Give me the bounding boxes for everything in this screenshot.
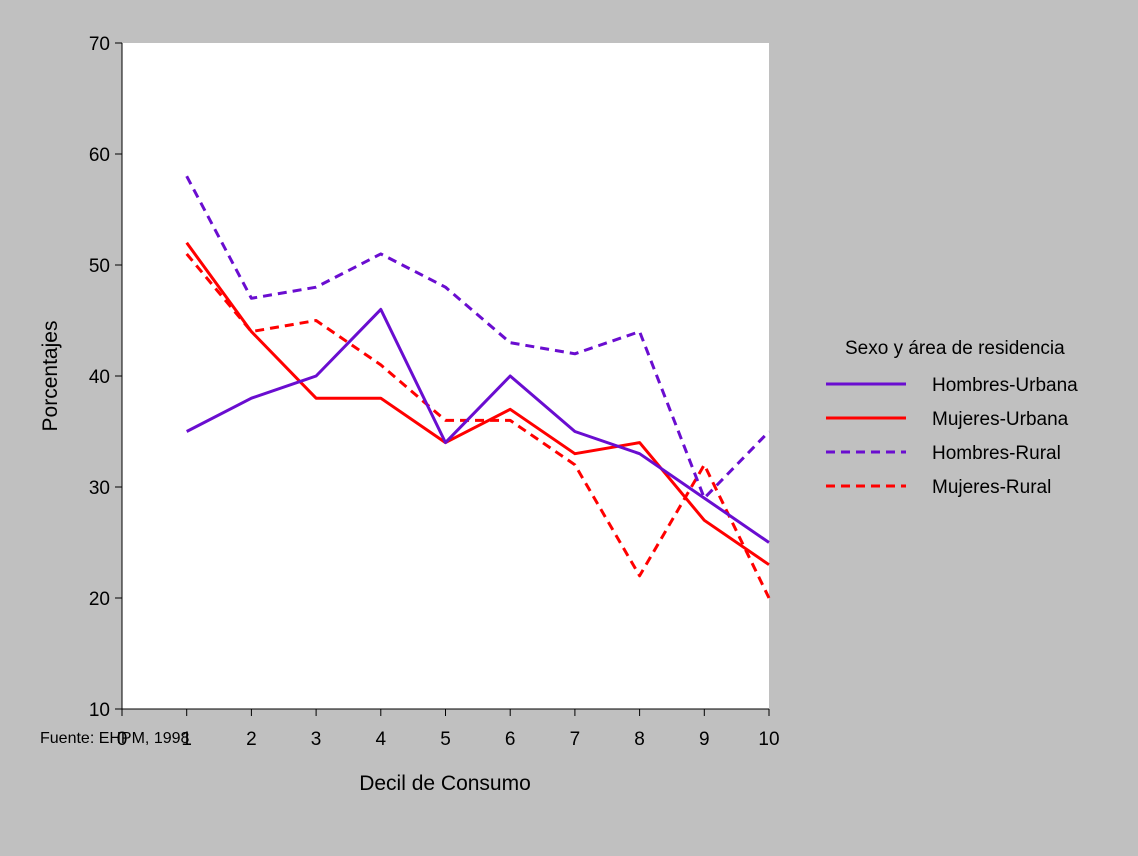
- legend-entry-label: Hombres-Rural: [932, 443, 1061, 464]
- x-tick-label: 10: [758, 729, 779, 750]
- y-axis-label: Porcentajes: [39, 321, 62, 432]
- legend-entry-label: Mujeres-Urbana: [932, 409, 1069, 430]
- x-tick-label: 5: [440, 729, 451, 750]
- series-line-mujeres-rural: [185, 252, 771, 599]
- x-tick-label: 3: [311, 729, 322, 750]
- y-tick-label: 50: [89, 256, 110, 277]
- x-tick-label: 6: [505, 729, 516, 750]
- x-tick-label: 0: [117, 729, 128, 750]
- x-tick-label: 2: [246, 729, 257, 750]
- y-tick-label: 30: [89, 478, 110, 499]
- y-tick-label: 70: [89, 34, 110, 55]
- x-tick-label: 7: [570, 729, 581, 750]
- series-line-hombres-rural: [185, 175, 771, 500]
- x-axis-label: Decil de Consumo: [359, 772, 531, 795]
- y-tick-label: 40: [89, 367, 110, 388]
- x-tick-label: 4: [376, 729, 387, 750]
- x-tick-label: 1: [181, 729, 192, 750]
- y-tick-label: 10: [89, 700, 110, 721]
- y-tick-label: 60: [89, 145, 110, 166]
- source-note: Fuente: EHPM, 1998: [40, 730, 190, 747]
- series-line-mujeres-urbana: [185, 241, 770, 566]
- legend-title: Sexo y área de residencia: [845, 338, 1065, 359]
- x-tick-label: 9: [699, 729, 710, 750]
- legend-entry-label: Mujeres-Rural: [932, 477, 1051, 498]
- y-tick-label: 20: [89, 589, 110, 610]
- x-tick-label: 8: [634, 729, 645, 750]
- series-line-hombres-urbana: [186, 307, 770, 544]
- legend-entry-label: Hombres-Urbana: [932, 375, 1078, 396]
- plot-area: [122, 43, 769, 709]
